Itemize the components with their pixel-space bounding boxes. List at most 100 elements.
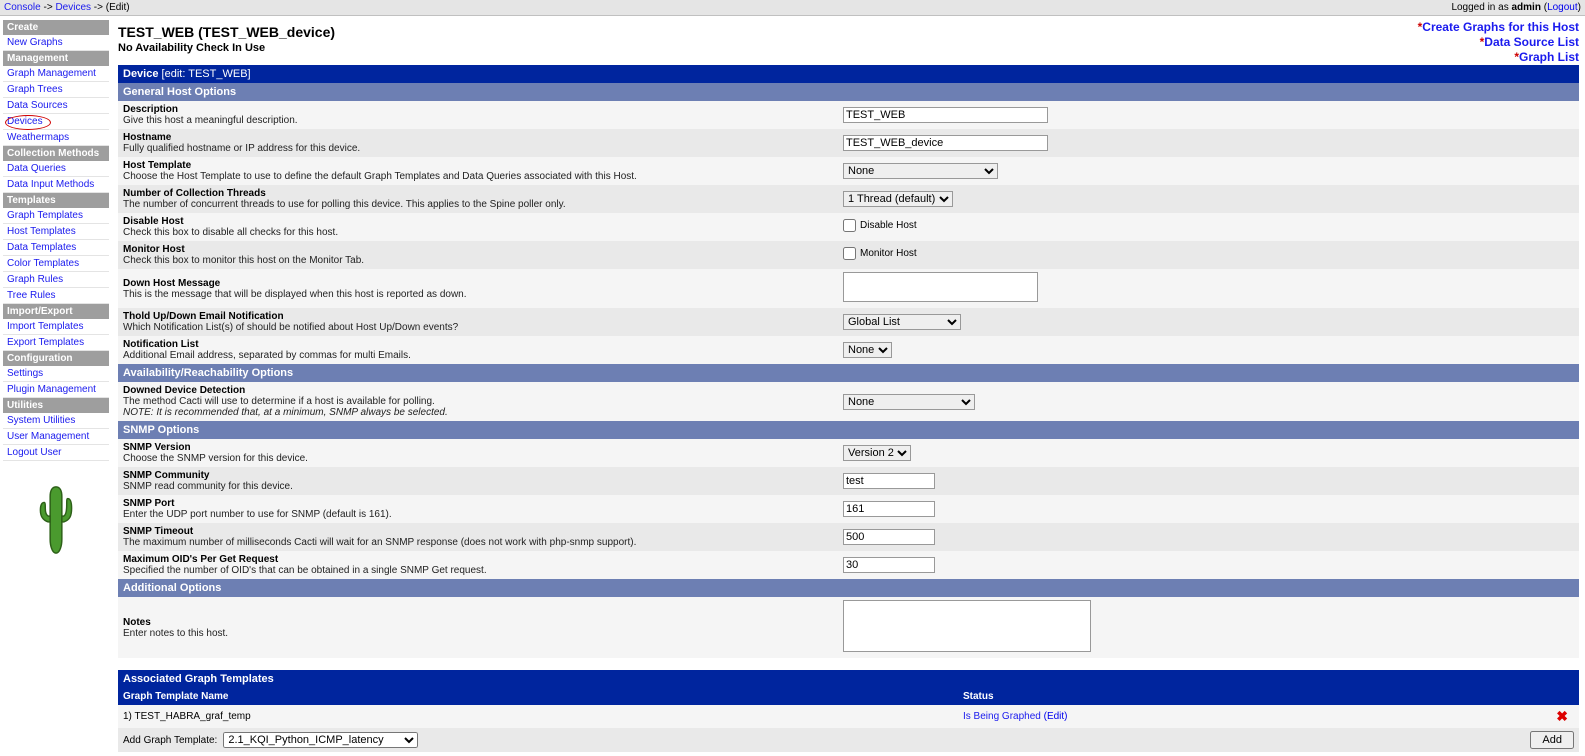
label-snmp-port: SNMP Port (123, 498, 843, 509)
hint-snmp-timeout: The maximum number of milliseconds Cacti… (123, 537, 843, 548)
hint-hostname: Fully qualified hostname or IP address f… (123, 143, 843, 154)
select-host-template[interactable]: None (843, 163, 998, 179)
select-add-template[interactable]: 2.1_KQI_Python_ICMP_latency (223, 732, 418, 748)
assoc-add-row: Add Graph Template: 2.1_KQI_Python_ICMP_… (118, 728, 1579, 752)
sidebar-item-data-sources[interactable]: Data Sources (3, 98, 109, 114)
sidebar-item-user-management[interactable]: User Management (3, 429, 109, 445)
hint-snmp-oids: Specified the number of OID's that can b… (123, 565, 843, 576)
breadcrumb-sep: -> (94, 2, 106, 13)
row-thold: Thold Up/Down Email NotificationWhich No… (118, 308, 1579, 336)
input-hostname[interactable] (843, 135, 1048, 151)
assoc-row-num: 1) (123, 711, 132, 722)
label-threads: Number of Collection Threads (123, 188, 843, 199)
sidebar-item-color-templates[interactable]: Color Templates (3, 256, 109, 272)
sidebar-section-header: Create (3, 20, 109, 35)
hint-downed: The method Cacti will use to determine i… (123, 396, 843, 407)
sidebar-item-graph-templates[interactable]: Graph Templates (3, 208, 109, 224)
additional-bar: Additional Options (118, 579, 1579, 597)
page-subtitle: No Availability Check In Use (118, 42, 335, 60)
main-content: TEST_WEB (TEST_WEB_device) No Availabili… (112, 16, 1585, 756)
breadcrumb-console[interactable]: Console (4, 2, 41, 13)
login-status: Logged in as admin (Logout) (1451, 2, 1581, 13)
top-bar: Console -> Devices -> (Edit) Logged in a… (0, 0, 1585, 16)
hint-disable: Check this box to disable all checks for… (123, 227, 843, 238)
row-snmp-community: SNMP CommunitySNMP read community for th… (118, 467, 1579, 495)
assoc-row-name: TEST_HABRA_graf_temp (135, 711, 251, 722)
sidebar-item-devices[interactable]: Devices (3, 114, 109, 130)
assoc-row: 1) TEST_HABRA_graf_temp Is Being Graphed… (118, 705, 1579, 728)
sidebar-item-system-utilities[interactable]: System Utilities (3, 413, 109, 429)
row-downed: Downed Device DetectionThe method Cacti … (118, 382, 1579, 421)
checkbox-disable[interactable] (843, 219, 856, 232)
row-down-msg: Down Host MessageThis is the message tha… (118, 269, 1579, 308)
select-notif[interactable]: None (843, 342, 892, 358)
hint-description: Give this host a meaningful description. (123, 115, 843, 126)
assoc-status-text: Is Being Graphed (963, 711, 1041, 722)
hint-snmp-port: Enter the UDP port number to use for SNM… (123, 509, 843, 520)
sidebar-item-graph-management[interactable]: Graph Management (3, 66, 109, 82)
sidebar-section-header: Templates (3, 193, 109, 208)
hint-notif: Additional Email address, separated by c… (123, 350, 843, 361)
row-threads: Number of Collection ThreadsThe number o… (118, 185, 1579, 213)
sidebar-item-data-queries[interactable]: Data Queries (3, 161, 109, 177)
input-snmp-community[interactable] (843, 473, 935, 489)
label-down-msg: Down Host Message (123, 278, 843, 289)
sidebar-item-new-graphs[interactable]: New Graphs (3, 35, 109, 51)
associated-templates: Associated Graph Templates Graph Templat… (118, 670, 1579, 752)
sidebar-section-header: Configuration (3, 351, 109, 366)
hint-monitor: Check this box to monitor this host on t… (123, 255, 843, 266)
select-downed[interactable]: None (843, 394, 975, 410)
sidebar-item-settings[interactable]: Settings (3, 366, 109, 382)
sidebar-section-header: Import/Export (3, 304, 109, 319)
sidebar-item-import-templates[interactable]: Import Templates (3, 319, 109, 335)
sidebar-item-host-templates[interactable]: Host Templates (3, 224, 109, 240)
textarea-down-msg[interactable] (843, 272, 1038, 302)
cactus-icon (35, 481, 77, 559)
input-snmp-timeout[interactable] (843, 529, 935, 545)
row-monitor: Monitor HostCheck this box to monitor th… (118, 241, 1579, 269)
cacti-logo (3, 461, 109, 562)
sidebar-item-plugin-management[interactable]: Plugin Management (3, 382, 109, 398)
select-threads[interactable]: 1 Thread (default) (843, 191, 953, 207)
assoc-columns: Graph Template Name Status (118, 688, 1579, 705)
textarea-notes[interactable] (843, 600, 1091, 652)
label-snmp-timeout: SNMP Timeout (123, 526, 843, 537)
row-snmp-version: SNMP VersionChoose the SNMP version for … (118, 439, 1579, 467)
label-notes: Notes (123, 617, 843, 628)
assoc-edit-link[interactable]: (Edit) (1044, 711, 1068, 722)
data-source-list-link[interactable]: Data Source List (1484, 35, 1579, 49)
sidebar-item-weathermaps[interactable]: Weathermaps (3, 130, 109, 146)
label-snmp-oids: Maximum OID's Per Get Request (123, 554, 843, 565)
sidebar-item-data-input-methods[interactable]: Data Input Methods (3, 177, 109, 193)
hint-snmp-community: SNMP read community for this device. (123, 481, 843, 492)
checkbox-monitor[interactable] (843, 247, 856, 260)
input-snmp-oids[interactable] (843, 557, 935, 573)
sidebar-item-tree-rules[interactable]: Tree Rules (3, 288, 109, 304)
logout-link[interactable]: Logout (1547, 2, 1578, 13)
label-description: Description (123, 104, 843, 115)
hint-threads: The number of concurrent threads to use … (123, 199, 843, 210)
label-snmp-community: SNMP Community (123, 470, 843, 481)
sidebar-section-header: Management (3, 51, 109, 66)
availability-bar: Availability/Reachability Options (118, 364, 1579, 382)
sidebar-item-export-templates[interactable]: Export Templates (3, 335, 109, 351)
sidebar-item-graph-trees[interactable]: Graph Trees (3, 82, 109, 98)
row-snmp-timeout: SNMP TimeoutThe maximum number of millis… (118, 523, 1579, 551)
snmp-bar: SNMP Options (118, 421, 1579, 439)
breadcrumb-devices[interactable]: Devices (55, 2, 91, 13)
sidebar-item-logout-user[interactable]: Logout User (3, 445, 109, 461)
hint-downed-note: NOTE: It is recommended that, at a minim… (123, 407, 448, 418)
row-disable: Disable HostCheck this box to disable al… (118, 213, 1579, 241)
add-button[interactable]: Add (1530, 731, 1574, 749)
label-notif: Notification List (123, 339, 843, 350)
delete-icon[interactable]: ✖ (1550, 708, 1574, 725)
select-snmp-version[interactable]: Version 2 (843, 445, 911, 461)
input-snmp-port[interactable] (843, 501, 935, 517)
graph-list-link[interactable]: Graph List (1519, 50, 1579, 64)
general-options-bar: General Host Options (118, 83, 1579, 101)
sidebar-item-data-templates[interactable]: Data Templates (3, 240, 109, 256)
select-thold[interactable]: Global List (843, 314, 961, 330)
sidebar-item-graph-rules[interactable]: Graph Rules (3, 272, 109, 288)
input-description[interactable] (843, 107, 1048, 123)
create-graphs-link[interactable]: Create Graphs for this Host (1422, 20, 1579, 34)
